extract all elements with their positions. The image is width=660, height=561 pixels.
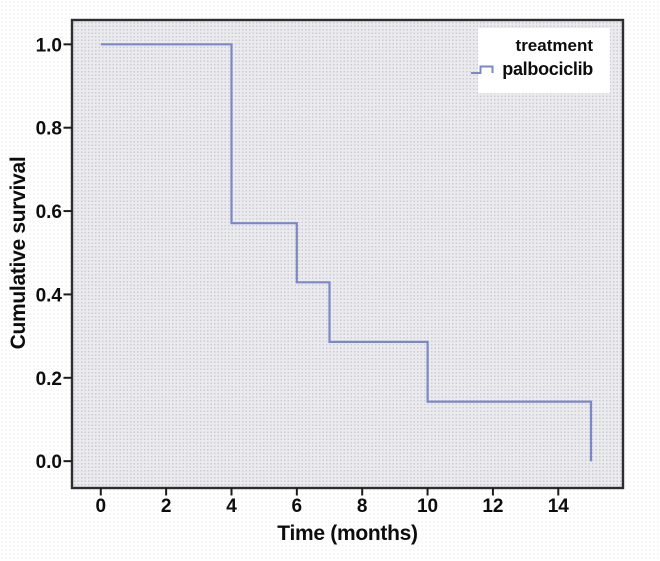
svg-text:2: 2	[161, 496, 172, 517]
svg-text:0.4: 0.4	[36, 285, 63, 306]
svg-text:1.0: 1.0	[36, 35, 62, 56]
legend: treatment palbociclib	[471, 28, 610, 93]
svg-text:8: 8	[357, 496, 368, 517]
step-line-icon	[471, 65, 494, 74]
legend-item-palbociclib: palbociclib	[471, 57, 593, 81]
svg-text:4: 4	[226, 496, 237, 517]
svg-text:12: 12	[482, 496, 503, 517]
svg-text:0: 0	[95, 496, 106, 517]
svg-text:14: 14	[548, 496, 570, 517]
x-axis-title: Time (months)	[277, 522, 418, 545]
y-axis-title: Cumulative survival	[7, 156, 30, 350]
svg-text:0.6: 0.6	[36, 202, 62, 223]
plot-area	[73, 21, 622, 487]
svg-text:6: 6	[292, 496, 303, 517]
svg-text:0.8: 0.8	[36, 119, 62, 140]
legend-title: treatment	[515, 36, 593, 55]
legend-item-label: palbociclib	[502, 59, 593, 79]
svg-text:10: 10	[417, 496, 438, 517]
svg-text:0.0: 0.0	[36, 452, 62, 473]
svg-text:0.2: 0.2	[36, 369, 62, 390]
